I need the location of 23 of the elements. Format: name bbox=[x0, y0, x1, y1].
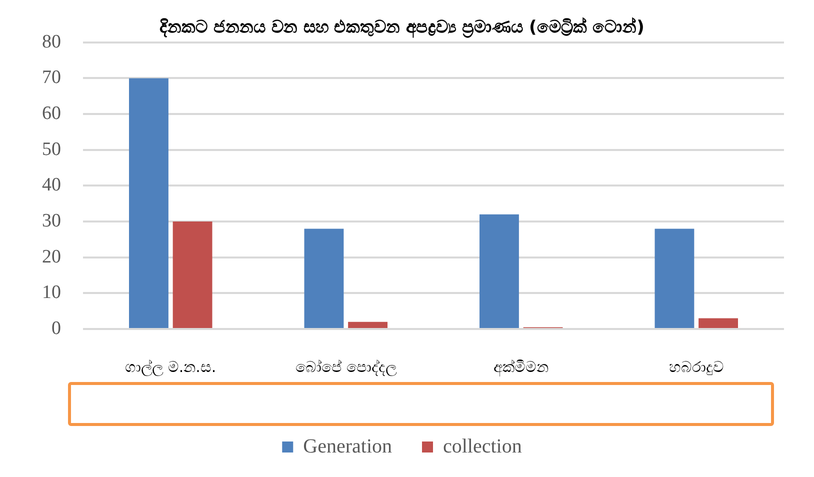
x-tick-label: අක්මීමන bbox=[494, 358, 549, 377]
bar bbox=[698, 318, 738, 328]
bar bbox=[480, 214, 519, 328]
chart-title: දිනකට ජනනය වන සහ එකතුවන අපද්‍රව්‍ය ප්‍රමාණය (මෙට්‍රික් ටොන්) bbox=[160, 16, 644, 39]
y-tick-label: 60 bbox=[42, 103, 61, 124]
y-tick-label: 0 bbox=[52, 318, 61, 339]
x-tick-label: ගාල්ල ම.න.ස. bbox=[125, 358, 216, 376]
legend-label: Generation bbox=[303, 435, 392, 458]
bar bbox=[129, 78, 168, 328]
x-tick-label: බෝපේ පොද්දල bbox=[295, 358, 398, 376]
bar bbox=[172, 222, 212, 328]
y-tick-label: 30 bbox=[42, 210, 61, 232]
y-tick-label: 40 bbox=[42, 174, 61, 196]
y-tick-label: 20 bbox=[42, 246, 61, 268]
bar bbox=[654, 228, 694, 328]
y-tick-label: 80 bbox=[42, 31, 61, 52]
bar bbox=[348, 322, 388, 328]
x-tick-label: හබරාදුව bbox=[668, 358, 724, 376]
y-tick-label: 70 bbox=[42, 67, 61, 88]
y-tick-label: 50 bbox=[42, 138, 61, 160]
bar bbox=[304, 228, 344, 328]
y-tick-label: 10 bbox=[42, 282, 61, 304]
legend-label: collection bbox=[442, 435, 522, 458]
